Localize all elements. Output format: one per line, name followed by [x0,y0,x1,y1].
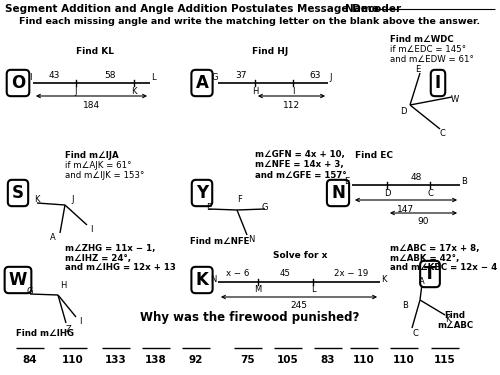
Text: 92: 92 [189,355,203,365]
Text: 45: 45 [280,270,291,279]
Text: I: I [292,87,294,96]
Text: N: N [248,236,254,244]
Text: L: L [150,74,156,82]
Text: I: I [29,74,31,82]
Text: Solve for x: Solve for x [273,251,327,260]
Text: Y: Y [196,184,208,202]
Text: A: A [419,278,425,286]
Text: K: K [131,87,137,96]
Text: m∠ABC: m∠ABC [437,321,473,330]
Text: N: N [331,184,345,202]
Text: 110: 110 [62,355,84,365]
Text: and m∠IHG = 12x + 13: and m∠IHG = 12x + 13 [65,264,176,273]
Text: N: N [210,274,216,284]
Text: m∠GFN = 4x + 10,: m∠GFN = 4x + 10, [255,150,345,159]
Text: m∠IHZ = 24°,: m∠IHZ = 24°, [65,254,131,262]
Text: L: L [310,285,316,294]
Text: K: K [382,274,387,284]
Text: I: I [435,74,441,92]
Text: Name: Name [345,4,379,14]
Text: O: O [11,74,25,92]
Text: M: M [254,285,262,294]
Text: C: C [439,129,445,138]
Text: 115: 115 [434,355,456,365]
Text: 90: 90 [418,217,429,226]
Text: J: J [72,195,74,204]
Text: x − 6: x − 6 [226,270,250,279]
Text: F: F [238,195,242,204]
Text: W: W [9,271,27,289]
Text: C: C [427,189,433,198]
Text: Find each missing angle and write the matching letter on the blank above the ans: Find each missing angle and write the ma… [20,18,480,27]
Text: 112: 112 [283,100,300,109]
Text: 37: 37 [236,72,247,81]
Text: A: A [196,74,208,92]
Text: 110: 110 [353,355,375,365]
Text: T: T [424,265,436,283]
Text: Find KL: Find KL [76,48,114,57]
Text: 83: 83 [321,355,335,365]
Text: Find HJ: Find HJ [252,48,288,57]
Text: H: H [60,280,66,290]
Text: G: G [27,288,33,297]
Text: A: A [50,234,56,243]
Text: 48: 48 [411,172,422,182]
Text: D: D [400,108,406,117]
Text: 43: 43 [49,72,60,81]
Text: E: E [206,202,212,211]
Text: H: H [252,87,258,96]
Text: K: K [446,315,451,324]
Text: if m∠AJK = 61°: if m∠AJK = 61° [65,160,132,170]
Text: I: I [90,225,92,234]
Text: m∠ABK = 42°,: m∠ABK = 42°, [390,254,460,262]
Text: if m∠EDC = 145°: if m∠EDC = 145° [390,45,466,54]
Text: 110: 110 [393,355,415,365]
Text: D: D [384,189,390,198]
Text: I: I [79,318,81,327]
Text: B: B [402,300,408,309]
Text: m∠ABC = 17x + 8,: m∠ABC = 17x + 8, [390,243,480,252]
Text: 84: 84 [22,355,38,365]
Text: Find m∠NFE: Find m∠NFE [190,237,250,246]
Text: and m∠KBC = 12x − 4: and m∠KBC = 12x − 4 [390,264,497,273]
Text: 75: 75 [240,355,256,365]
Text: m∠NFE = 14x + 3,: m∠NFE = 14x + 3, [255,160,344,170]
Text: Find m∠IJA: Find m∠IJA [65,150,118,159]
Text: 58: 58 [104,72,116,81]
Text: K: K [34,195,40,204]
Text: Find EC: Find EC [355,150,393,159]
Text: and m∠GFE = 157°: and m∠GFE = 157° [255,171,346,180]
Text: K: K [196,271,208,289]
Text: J: J [75,87,77,96]
Text: E: E [344,177,350,186]
Text: S: S [12,184,24,202]
Text: 105: 105 [277,355,299,365]
Text: 2x − 19: 2x − 19 [334,270,368,279]
Text: and m∠IJK = 153°: and m∠IJK = 153° [65,171,144,180]
Text: Why was the firewood punished?: Why was the firewood punished? [140,312,360,324]
Text: Find m∠WDC: Find m∠WDC [390,36,454,45]
Text: G: G [262,202,268,211]
Text: C: C [412,328,418,338]
Text: 138: 138 [145,355,167,365]
Text: m∠ZHG = 11x − 1,: m∠ZHG = 11x − 1, [65,243,156,252]
Text: 133: 133 [105,355,127,365]
Text: and m∠EDW = 61°: and m∠EDW = 61° [390,56,474,64]
Text: 147: 147 [398,204,414,213]
Text: 184: 184 [83,100,100,109]
Text: W: W [451,96,459,105]
Text: B: B [461,177,467,186]
Text: 245: 245 [290,302,308,310]
Text: 63: 63 [310,72,321,81]
Text: Z: Z [65,324,71,333]
Text: Find: Find [444,310,466,320]
Text: E: E [416,66,420,75]
Text: G: G [212,74,218,82]
Text: Segment Addition and Angle Addition Postulates Message Decoder: Segment Addition and Angle Addition Post… [5,4,401,14]
Text: J: J [330,74,332,82]
Text: Find m∠IHG: Find m∠IHG [16,330,74,339]
